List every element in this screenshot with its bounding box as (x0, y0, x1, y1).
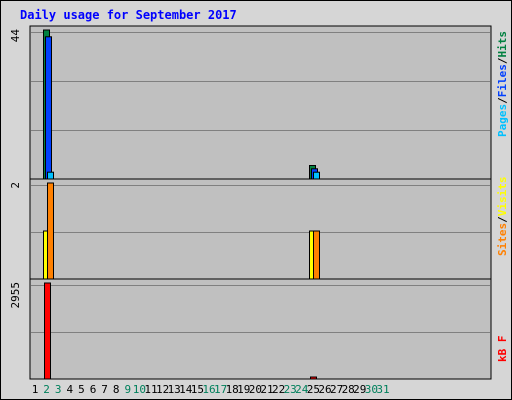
day-label-27: 27 (330, 383, 343, 396)
day-label-20: 20 (249, 383, 262, 396)
legend-hits: Hits (496, 31, 509, 58)
legend-separator: / (496, 97, 509, 104)
day-label-21: 21 (260, 383, 273, 396)
day-label-16: 16 (202, 383, 215, 396)
plot-area-hits-files-pages (29, 25, 492, 180)
day-label-2: 2 (43, 383, 50, 396)
legend-separator: / (496, 216, 509, 223)
day-label-10: 10 (133, 383, 146, 396)
plot-area-sites-visits (29, 178, 492, 280)
day-label-17: 17 (214, 383, 227, 396)
y-max-label-sites-visits: 2 (9, 182, 22, 189)
day-label-28: 28 (342, 383, 355, 396)
legend-sites: Sites (496, 223, 509, 256)
x-axis-day-labels: 1 2 3 4 5 6 7 8 9 1011121314151617181920212223242… (32, 383, 390, 396)
day-label-5: 5 (78, 383, 85, 396)
y-max-label-hits-files-pages: 44 (9, 29, 22, 43)
day-label-29: 29 (353, 383, 366, 396)
legend-separator: / (496, 57, 509, 64)
day-label-26: 26 (318, 383, 331, 396)
bar-kbytes-day-25 (310, 376, 317, 380)
day-label-3: 3 (55, 383, 62, 396)
day-label-6: 6 (90, 383, 97, 396)
bar-sites-day-25 (313, 230, 320, 280)
bar-kbytes-day-2 (44, 282, 51, 380)
day-label-24: 24 (295, 383, 309, 396)
day-label-18: 18 (226, 383, 239, 396)
legend-kbytes: kB F (496, 336, 509, 363)
day-label-30: 30 (365, 383, 378, 396)
bar-files-day-2 (45, 36, 52, 180)
legend-visits: Visits (496, 177, 509, 217)
day-label-8: 8 (113, 383, 120, 396)
day-label-25: 25 (307, 383, 320, 396)
day-label-23: 23 (284, 383, 297, 396)
day-label-13: 13 (168, 383, 181, 396)
panel-kbytes: 2955 kB F (9, 278, 509, 380)
y-max-label-kbytes: 2955 (9, 282, 22, 309)
day-label-12: 12 (156, 383, 169, 396)
day-label-31: 31 (376, 383, 389, 396)
legend-hits-files-pages: Pages/Files/Hits (496, 31, 509, 137)
day-label-1: 1 (32, 383, 39, 396)
day-label-11: 11 (144, 383, 157, 396)
day-label-15: 15 (191, 383, 204, 396)
day-label-4: 4 (66, 383, 73, 396)
plot-area-kbytes (29, 278, 492, 380)
legend-kbytes: kB F (496, 336, 509, 363)
panel-sites-visits: 2 Sites/Visits (9, 177, 509, 280)
legend-pages: Pages (496, 104, 509, 137)
bar-sites-day-2 (47, 182, 54, 280)
legend-files: Files (496, 64, 509, 97)
legend-sites-visits: Sites/Visits (496, 177, 509, 257)
bar-pages-day-2 (47, 171, 54, 180)
day-label-19: 19 (237, 383, 250, 396)
day-label-14: 14 (179, 383, 193, 396)
day-label-7: 7 (101, 383, 108, 396)
day-label-22: 22 (272, 383, 285, 396)
chart-title: Daily usage for September 2017 (20, 8, 237, 22)
day-label-9: 9 (124, 383, 131, 396)
bar-pages-day-25 (313, 171, 320, 180)
